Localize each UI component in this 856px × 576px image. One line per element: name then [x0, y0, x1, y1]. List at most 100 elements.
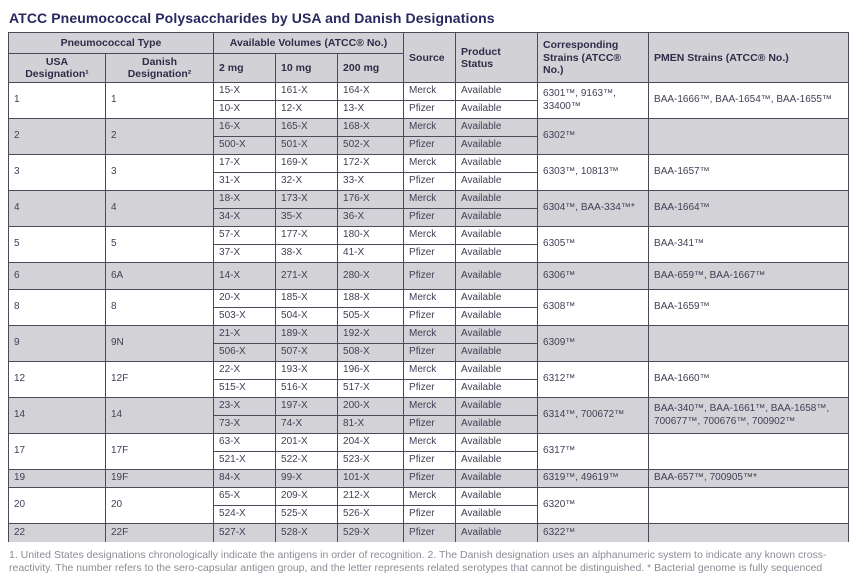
- product-status-cell: Available: [455, 343, 539, 363]
- source-cell: Pfizer: [403, 172, 457, 192]
- page-title: ATCC Pneumococcal Polysaccharides by USA…: [9, 10, 495, 26]
- product-status-cell: Available: [455, 523, 539, 542]
- pmen-strains-cell: [648, 433, 850, 471]
- source-cell: Merck: [403, 361, 457, 381]
- header-source: Source: [403, 31, 457, 84]
- volume-2mg-cell: 63-X: [213, 433, 277, 453]
- header-danish-designation: Danish Designation²: [104, 52, 215, 84]
- corresponding-strains-cell: 6303™, 10813™: [537, 154, 650, 192]
- product-status-cell: Available: [455, 118, 539, 138]
- table-row: 524-X 525-X 526-X Pfizer Available: [9, 505, 849, 525]
- volume-200mg-cell: 192-X: [337, 325, 405, 345]
- danish-designation-cell: 12F: [104, 361, 215, 399]
- volume-200mg-cell: 176-X: [337, 190, 405, 210]
- header-usa-designation: USA Designation¹: [8, 52, 106, 84]
- source-cell: Merck: [403, 325, 457, 345]
- pmen-strains-cell: BAA-1657™: [648, 154, 850, 192]
- source-cell: Merck: [403, 82, 457, 102]
- danish-designation-cell: 9N: [104, 325, 215, 363]
- corresponding-strains-cell: 6308™: [537, 289, 650, 327]
- source-cell: Merck: [403, 397, 457, 417]
- volume-2mg-cell: 527-X: [213, 523, 277, 542]
- danish-designation-cell: 14: [104, 397, 215, 435]
- volume-2mg-cell: 20-X: [213, 289, 277, 309]
- volume-10mg-cell: 528-X: [275, 523, 339, 542]
- source-cell: Pfizer: [403, 136, 457, 156]
- danish-designation-cell: 22F: [104, 523, 215, 542]
- source-cell: Merck: [403, 433, 457, 453]
- volume-2mg-cell: 524-X: [213, 505, 277, 525]
- volume-200mg-cell: 13-X: [337, 100, 405, 120]
- danish-designation-cell: 1: [104, 82, 215, 120]
- volume-10mg-cell: 165-X: [275, 118, 339, 138]
- pmen-strains-cell: BAA-340™, BAA-1661™, BAA-1658™, 700677™,…: [648, 397, 850, 435]
- usa-designation-cell: 4: [8, 190, 106, 228]
- danish-designation-cell: 8: [104, 289, 215, 327]
- table-row: 22 22F 527-X 528-X 529-X Pfizer Available 6322™: [8, 523, 850, 542]
- volume-10mg-cell: 522-X: [275, 451, 339, 471]
- table-row: 2 2 16-X 165-X 168-X Merck Available 6302™: [8, 118, 850, 156]
- volume-10mg-cell: 516-X: [275, 379, 339, 399]
- volume-200mg-cell: 204-X: [337, 433, 405, 453]
- volume-2mg-cell: 57-X: [213, 226, 277, 246]
- pmen-strains-cell: BAA-1659™: [648, 289, 850, 327]
- pmen-strains-cell: [648, 523, 850, 542]
- table-row: 3 3 17-X 169-X 172-X Merck Available 6303™, 108…: [8, 154, 850, 192]
- volume-200mg-cell: 526-X: [337, 505, 405, 525]
- volume-200mg-cell: 502-X: [337, 136, 405, 156]
- usa-designation-cell: 19: [8, 469, 106, 489]
- volume-200mg-cell: 81-X: [337, 415, 405, 435]
- volume-10mg-cell: 504-X: [275, 307, 339, 327]
- usa-designation-cell: 14: [8, 397, 106, 435]
- product-status-cell: Available: [455, 262, 539, 291]
- volume-2mg-cell: 506-X: [213, 343, 277, 363]
- table-header: Pneumococcal Type Available Volumes (ATC…: [7, 31, 850, 84]
- usa-designation-cell: 6: [8, 262, 106, 291]
- volume-10mg-cell: 209-X: [275, 487, 339, 507]
- usa-designation-cell: 1: [8, 82, 106, 120]
- table-row: 5 5 57-X 177-X 180-X Merck Available 6305™ BAA-3…: [8, 226, 850, 264]
- corresponding-strains-cell: 6301™, 9163™, 33400™: [537, 82, 650, 120]
- volume-2mg-cell: 84-X: [213, 469, 277, 489]
- danish-designation-cell: 6A: [104, 262, 215, 291]
- header-200mg: 200 mg: [337, 52, 405, 84]
- product-status-cell: Available: [455, 82, 539, 102]
- product-status-cell: Available: [455, 397, 539, 417]
- table-row: 31-X 32-X 33-X Pfizer Available: [9, 172, 849, 192]
- header-2mg: 2 mg: [213, 52, 277, 84]
- product-status-cell: Available: [455, 469, 539, 489]
- source-cell: Pfizer: [403, 100, 457, 120]
- volume-10mg-cell: 271-X: [275, 262, 339, 291]
- header-10mg: 10 mg: [275, 52, 339, 84]
- pmen-strains-cell: [648, 487, 850, 525]
- table-row: 500-X 501-X 502-X Pfizer Available: [9, 136, 849, 156]
- source-cell: Pfizer: [403, 523, 457, 542]
- volume-200mg-cell: 101-X: [337, 469, 405, 489]
- source-cell: Merck: [403, 487, 457, 507]
- pmen-strains-cell: BAA-657™, 700905™*: [648, 469, 850, 489]
- table-row: 521-X 522-X 523-X Pfizer Available: [9, 451, 849, 471]
- product-status-cell: Available: [455, 172, 539, 192]
- volume-2mg-cell: 65-X: [213, 487, 277, 507]
- volume-2mg-cell: 18-X: [213, 190, 277, 210]
- source-cell: Pfizer: [403, 244, 457, 264]
- source-cell: Pfizer: [403, 451, 457, 471]
- usa-designation-cell: 2: [8, 118, 106, 156]
- source-cell: Merck: [403, 226, 457, 246]
- product-status-cell: Available: [455, 451, 539, 471]
- source-cell: Merck: [403, 289, 457, 309]
- volume-200mg-cell: 280-X: [337, 262, 405, 291]
- volume-200mg-cell: 212-X: [337, 487, 405, 507]
- volume-10mg-cell: 99-X: [275, 469, 339, 489]
- source-cell: Merck: [403, 190, 457, 210]
- pmen-strains-cell: [648, 118, 850, 156]
- usa-designation-cell: 9: [8, 325, 106, 363]
- product-status-cell: Available: [455, 505, 539, 525]
- product-status-cell: Available: [455, 136, 539, 156]
- source-cell: Pfizer: [403, 379, 457, 399]
- table-row: 12 12F 22-X 193-X 196-X Merck Available 6312™ BA…: [8, 361, 850, 399]
- volume-2mg-cell: 73-X: [213, 415, 277, 435]
- volume-200mg-cell: 523-X: [337, 451, 405, 471]
- product-status-cell: Available: [455, 325, 539, 345]
- pmen-strains-cell: BAA-1660™: [648, 361, 850, 399]
